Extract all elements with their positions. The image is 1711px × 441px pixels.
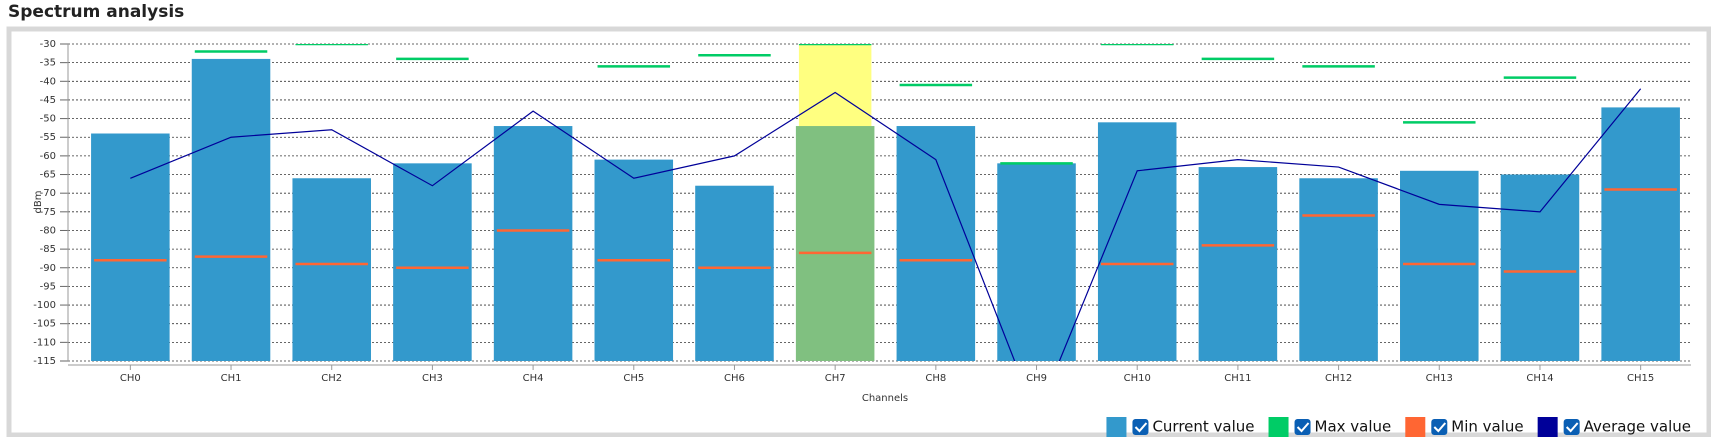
x-tick-label: CH14 xyxy=(1526,373,1553,384)
legend-swatch xyxy=(1537,417,1558,437)
y-tick-label: -95 xyxy=(40,281,56,292)
bar xyxy=(795,126,875,361)
x-tick-label: CH8 xyxy=(925,373,946,384)
legend-item: Max value xyxy=(1268,417,1392,437)
y-tick-label: -75 xyxy=(40,207,56,218)
x-tick-label: CH10 xyxy=(1124,373,1151,384)
y-tick-label: -55 xyxy=(40,132,56,143)
bar xyxy=(1601,107,1680,361)
legend-swatch xyxy=(1268,417,1289,437)
bar xyxy=(91,133,170,361)
y-tick-label: -50 xyxy=(40,114,56,125)
checkmark xyxy=(1134,422,1148,433)
x-tick-label: CH6 xyxy=(724,373,745,384)
x-tick-label: CH15 xyxy=(1627,373,1654,384)
legend-item: Current value xyxy=(1106,417,1255,437)
legend-label[interactable]: Current value xyxy=(1152,418,1254,436)
y-tick-label: -35 xyxy=(40,58,56,69)
legend-item: Average value xyxy=(1537,417,1691,437)
checkmark xyxy=(1433,422,1447,433)
y-tick-label: -70 xyxy=(40,188,56,199)
x-tick-label: CH3 xyxy=(422,373,443,384)
bar xyxy=(1400,170,1479,361)
legend-label[interactable]: Min value xyxy=(1451,418,1523,436)
x-axis-label: Channels xyxy=(862,393,908,404)
page-title: Spectrum analysis xyxy=(8,2,184,22)
x-tick-label: CH4 xyxy=(523,373,544,384)
checkmark xyxy=(1296,422,1310,433)
bar xyxy=(191,58,271,361)
bar xyxy=(1299,178,1378,361)
y-tick-label: -80 xyxy=(40,225,56,236)
x-tick-label: CH0 xyxy=(120,373,141,384)
x-tick-label: CH12 xyxy=(1325,373,1352,384)
bar xyxy=(493,126,573,361)
average-line xyxy=(130,88,1642,361)
legend-swatch xyxy=(1106,417,1127,437)
x-tick-label: CH5 xyxy=(623,373,644,384)
marks xyxy=(91,44,1680,361)
legend-label[interactable]: Max value xyxy=(1315,418,1392,436)
x-tick-label: CH13 xyxy=(1426,373,1453,384)
legend-checkbox[interactable] xyxy=(1132,419,1149,435)
x-tick-label: CH2 xyxy=(321,373,342,384)
legend: Current value Max value Min value Average v… xyxy=(1106,417,1691,437)
y-tick-label: -90 xyxy=(40,263,56,274)
panel xyxy=(6,26,1711,438)
y-tick-label: -40 xyxy=(40,76,56,87)
x-tick-label: CH9 xyxy=(1026,373,1047,384)
bar xyxy=(393,163,472,361)
bar xyxy=(997,163,1076,361)
legend-label[interactable]: Average value xyxy=(1584,418,1691,436)
y-tick-label: -115 xyxy=(33,356,56,367)
bar xyxy=(1198,167,1278,361)
y-tick-label: -85 xyxy=(40,244,56,255)
x-tick-label: CH1 xyxy=(221,373,242,384)
y-tick-label: -45 xyxy=(40,95,56,106)
legend-checkbox[interactable] xyxy=(1294,419,1311,435)
bar xyxy=(1500,174,1580,361)
bar xyxy=(695,185,774,361)
y-tick-label: -60 xyxy=(40,151,56,162)
legend-swatch xyxy=(1405,417,1426,437)
legend-checkbox[interactable] xyxy=(1563,419,1580,435)
y-tick-label: -30 xyxy=(40,39,56,50)
bar xyxy=(1097,122,1177,361)
bar xyxy=(292,178,371,361)
checkmark xyxy=(1565,422,1579,433)
y-axis-label: dBm xyxy=(33,191,44,214)
y-tick-label: -65 xyxy=(40,170,56,181)
x-tick-label: CH7 xyxy=(825,373,846,384)
x-tick-label: CH11 xyxy=(1224,373,1251,384)
legend-item: Min value xyxy=(1405,417,1524,437)
bar xyxy=(896,126,976,361)
y-tick-label: -105 xyxy=(33,319,56,330)
y-tick-label: -110 xyxy=(33,337,56,348)
y-tick-label: -100 xyxy=(33,300,56,311)
legend-checkbox[interactable] xyxy=(1431,419,1448,435)
